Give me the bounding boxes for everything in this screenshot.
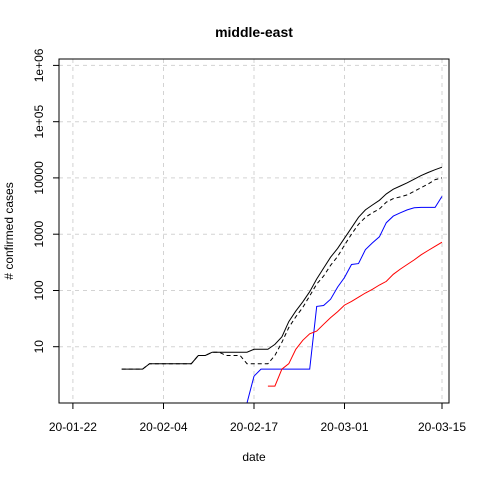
- y-tick-label: 1e+06: [32, 48, 46, 82]
- y-tick-label: 10000: [32, 161, 46, 195]
- grid: [59, 59, 449, 403]
- y-axis-label: # confirmed cases: [2, 182, 16, 279]
- y-tick-label: 100: [32, 280, 46, 300]
- series-line-1: [121, 166, 443, 370]
- series-line-3: [233, 196, 443, 404]
- y-axis: 10 100 1000 10000 1e+05 1e+06: [32, 48, 60, 354]
- x-axis-label: date: [242, 450, 266, 464]
- x-tick-label: 20-02-17: [230, 420, 278, 434]
- x-tick-label: 20-01-22: [49, 420, 97, 434]
- series-line-4: [267, 241, 443, 387]
- y-tick-label: 10: [32, 340, 46, 354]
- chart-title: middle-east: [215, 24, 293, 40]
- x-tick-label: 20-03-15: [418, 420, 466, 434]
- y-tick-label: 1e+05: [32, 105, 46, 139]
- x-tick-label: 20-03-01: [320, 420, 368, 434]
- x-tick-label: 20-02-04: [139, 420, 187, 434]
- series-layer: [121, 166, 443, 404]
- y-tick-label: 1000: [32, 221, 46, 248]
- series-line-2: [121, 177, 443, 370]
- x-axis: 20-01-22 20-02-04 20-02-17 20-03-01 20-03-15: [49, 402, 466, 434]
